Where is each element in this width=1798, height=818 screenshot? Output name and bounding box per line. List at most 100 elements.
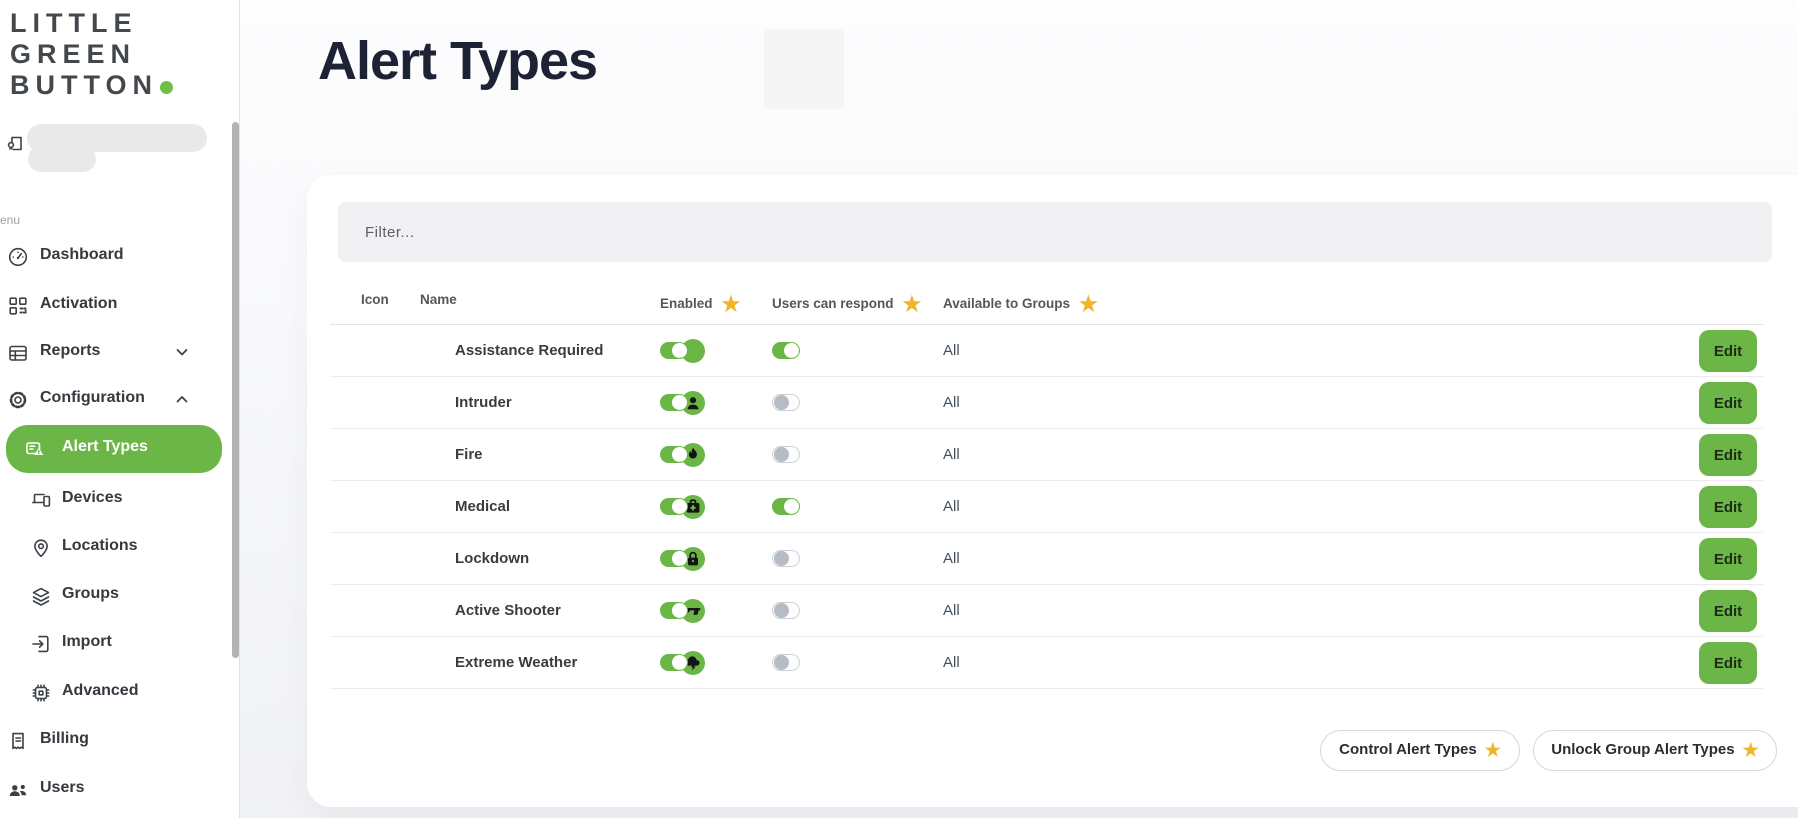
users-can-respond-toggle[interactable] [772,602,800,619]
sidebar-item-label: Reports [40,342,101,359]
devices-icon [30,489,52,511]
edit-button[interactable]: Edit [1699,330,1757,372]
table-header: Icon Name Enabled ★ Users can respond ★ Av… [330,278,1763,325]
green-dot-icon [160,81,173,94]
brand-line-3: BUTTON [10,70,173,101]
sidebar-item-label: Billing [40,730,89,747]
brand-line-1: LITTLE [10,8,138,38]
account-row [0,118,240,178]
star-icon: ★ [721,293,741,316]
sidebar-item-label: Dashboard [40,246,124,263]
sidebar-item-billing[interactable]: Billing [0,717,232,765]
column-header-icon: Icon [361,292,389,307]
gauge-icon [7,246,29,268]
table-body: Assistance Required All Edit Intruder Al… [330,325,1763,689]
users-can-respond-toggle[interactable] [772,446,800,463]
available-to-groups-value: All [943,654,960,671]
sidebar-item-devices[interactable]: Devices [0,476,232,524]
layers-icon [30,585,52,607]
enabled-toggle[interactable] [660,602,688,619]
enabled-toggle[interactable] [660,394,688,411]
alert-name: Intruder [455,394,512,411]
location-pin-icon [30,537,52,559]
brand-logo: LITTLE GREEN BUTTON [10,8,173,101]
avatar-placeholder [764,29,844,109]
sidebar-item-reports[interactable]: Reports [0,329,232,377]
table-row: Active Shooter All Edit [330,585,1763,637]
chevron-up-icon [174,391,190,407]
gear-icon [7,389,29,411]
control-alert-types-button[interactable]: Control Alert Types ★ [1320,730,1520,771]
enabled-toggle[interactable] [660,654,688,671]
star-icon: ★ [1484,740,1501,760]
users-can-respond-toggle[interactable] [772,498,800,515]
alert-name: Medical [455,498,511,515]
star-icon: ★ [1742,740,1759,760]
users-icon [7,779,29,801]
users-can-respond-toggle[interactable] [772,394,800,411]
table-row: Assistance Required All Edit [330,325,1763,377]
users-can-respond-toggle[interactable] [772,550,800,567]
table-row: Intruder All Edit [330,377,1763,429]
users-can-respond-toggle[interactable] [772,654,800,671]
alert-name: Assistance Required [455,342,604,359]
star-icon: ★ [902,293,922,316]
license-icon [5,133,27,155]
sidebar-item-advanced[interactable]: Advanced [0,669,232,717]
available-to-groups-value: All [943,550,960,567]
alert-name: Active Shooter [455,602,561,619]
sidebar: LITTLE GREEN BUTTON enu Dashboard Activa… [0,0,240,818]
sidebar-item-dashboard[interactable]: Dashboard [0,233,232,281]
column-header-enabled: Enabled ★ [660,293,741,316]
sidebar-item-label: Groups [62,585,119,602]
table-row: Medical All Edit [330,481,1763,533]
available-to-groups-value: All [943,498,960,515]
page-title: Alert Types [318,31,598,91]
sidebar-item-users[interactable]: Users [0,766,232,814]
alert-types-card: Icon Name Enabled★ Users can respond★ Av… [307,175,1798,807]
edit-button[interactable]: Edit [1699,434,1757,476]
sidebar-item-activation[interactable]: Activation [0,282,232,330]
sidebar-item-label: Advanced [62,682,139,699]
enabled-toggle[interactable] [660,342,688,359]
receipt-icon [7,730,29,752]
edit-button[interactable]: Edit [1699,382,1757,424]
sidebar-item-configuration[interactable]: Configuration [0,376,232,424]
sidebar-item-import[interactable]: Import [0,620,232,668]
edit-button[interactable]: Edit [1699,642,1757,684]
import-icon [30,633,52,655]
sidebar-item-label: Configuration [40,389,145,406]
chip-icon [30,682,52,704]
qr-code-icon [7,295,29,317]
footer-actions: Control Alert Types ★ Unlock Group Alert … [307,730,1777,771]
table-icon [7,342,29,364]
sidebar-item-groups[interactable]: Groups [0,572,232,620]
users-can-respond-toggle[interactable] [772,342,800,359]
enabled-toggle[interactable] [660,550,688,567]
medical-bag-icon [681,495,705,519]
alert-name: Fire [455,446,483,463]
filter-input[interactable] [338,202,1772,262]
edit-button[interactable]: Edit [1699,538,1757,580]
sidebar-item-locations[interactable]: Locations [0,524,232,572]
sidebar-scrollbar[interactable] [232,122,239,658]
enabled-toggle[interactable] [660,498,688,515]
star-icon: ★ [1079,293,1098,316]
sidebar-item-alert-types[interactable]: Alert Types [6,425,222,473]
table-row: Fire All Edit [330,429,1763,481]
chevron-down-icon [174,344,190,360]
unlock-group-alert-types-button[interactable]: Unlock Group Alert Types ★ [1533,730,1777,771]
sidebar-item-label: Users [40,779,85,796]
enabled-toggle[interactable] [660,446,688,463]
sidebar-item-label: Import [62,633,112,650]
edit-button[interactable]: Edit [1699,486,1757,528]
table-row: Lockdown All Edit [330,533,1763,585]
table-row: Extreme Weather All Edit [330,637,1763,689]
sidebar-item-label: Alert Types [62,438,148,455]
edit-button[interactable]: Edit [1699,590,1757,632]
sidebar-item-label: Devices [62,489,123,506]
menu-label: enu [0,213,21,227]
available-to-groups-value: All [943,602,960,619]
column-header-name: Name [420,292,457,307]
sidebar-item-label: Activation [40,295,118,312]
